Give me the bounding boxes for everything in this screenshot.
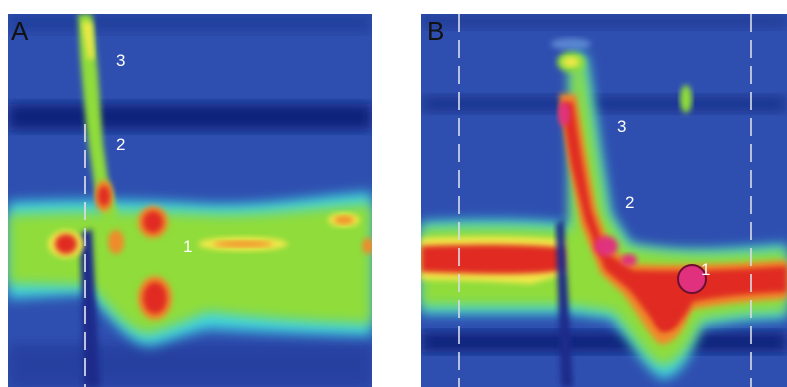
- marker-1-a: 1: [183, 237, 193, 256]
- marker-1-b: 1: [701, 260, 711, 279]
- marker-2-a: 2: [116, 135, 126, 154]
- heatmap-a: [8, 14, 372, 387]
- marker-3-b: 3: [617, 117, 627, 136]
- pressure-topography-panel-b: B 3 2 1: [421, 14, 787, 387]
- panel-label-b: B: [427, 16, 445, 46]
- marker-2-b: 2: [625, 193, 635, 212]
- marker-3-a: 3: [116, 51, 126, 70]
- pressure-topography-panel-a: A 3 2 1: [8, 14, 372, 387]
- panel-label-a: A: [11, 16, 29, 46]
- heatmap-b: [421, 14, 787, 387]
